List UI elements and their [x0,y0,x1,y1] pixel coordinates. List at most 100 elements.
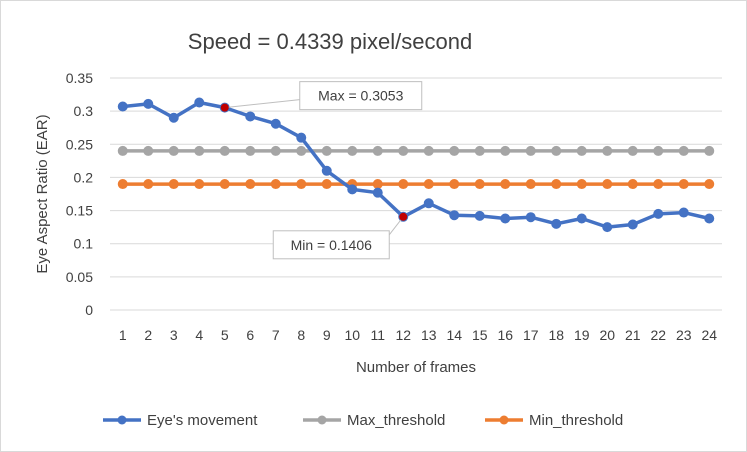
y-tick-label: 0.35 [66,70,93,86]
data-point [678,207,689,218]
annotation-box [272,230,390,260]
data-point [168,112,179,123]
annotation-leader [224,99,300,109]
data-point [576,213,587,224]
data-point [576,179,587,190]
data-point [143,98,154,109]
y-tick-label: 0 [85,302,93,318]
data-point [627,145,638,156]
x-tick-label: 15 [472,327,488,343]
data-point [143,179,154,190]
data-point [653,179,664,190]
data-point [143,145,154,156]
data-point [219,145,230,156]
data-point [704,179,715,190]
data-point [245,111,256,122]
data-point [500,179,511,190]
data-point [296,145,307,156]
y-axis-ticks: 0 0.05 0.1 0.15 0.2 0.25 0.3 0.35 [66,70,93,318]
data-point [525,145,536,156]
data-point [194,145,205,156]
data-point [704,145,715,156]
y-axis-label: Eye Aspect Ratio (EAR) [34,114,51,273]
data-point [117,145,128,156]
data-point [500,145,511,156]
data-point [245,145,256,156]
data-point [627,219,638,230]
data-point [372,187,383,198]
x-tick-label: 14 [446,327,462,343]
x-tick-label: 22 [650,327,666,343]
x-tick-label: 11 [370,327,385,343]
x-tick-label: 5 [221,327,229,343]
data-point [321,145,332,156]
x-tick-label: 16 [497,327,513,343]
annotation-label: Max = 0.3053 [318,88,403,104]
data-point [627,179,638,190]
annotation-marker [399,212,408,221]
data-point [602,179,613,190]
x-tick-label: 17 [523,327,539,343]
data-point [602,145,613,156]
gridlines [110,77,722,311]
data-point [347,184,358,195]
data-point [602,222,613,233]
data-point [372,145,383,156]
x-tick-label: 1 [119,327,127,343]
data-point [525,179,536,190]
x-tick-label: 12 [395,327,411,343]
data-point [117,101,128,112]
x-tick-label: 3 [170,327,178,343]
data-point [296,132,307,143]
annotations-layer: Max = 0.3053 Min = 0.1406 [220,81,423,260]
data-point [398,179,409,190]
x-tick-label: 4 [195,327,203,343]
data-point [296,179,307,190]
data-point [321,179,332,190]
data-point [449,210,460,221]
data-point [474,145,485,156]
x-tick-label: 18 [548,327,564,343]
data-point [653,208,664,219]
data-point [270,145,281,156]
data-point [347,145,358,156]
legend-label: Eye's movement [147,412,258,429]
data-point [551,218,562,229]
legend-marker [117,415,127,425]
series-layer [117,97,715,233]
y-tick-label: 0.1 [74,236,94,252]
data-point [704,213,715,224]
data-point [321,165,332,176]
x-tick-label: 6 [246,327,254,343]
y-tick-label: 0.2 [74,169,94,185]
data-point [576,145,587,156]
legend-label: Max_threshold [347,412,445,429]
x-tick-label: 23 [676,327,692,343]
y-tick-label: 0.05 [66,269,93,285]
data-point [423,145,434,156]
data-point [423,179,434,190]
data-point [194,179,205,190]
x-axis-label: Number of frames [356,359,476,376]
data-point [653,145,664,156]
data-point [551,145,562,156]
x-axis-ticks: 1 2 3 4 5 6 7 8 9 10 11 12 13 14 15 16 17 18 19 20 21 22 23 24 [119,327,717,343]
data-point [270,179,281,190]
data-point [398,145,409,156]
annotation-box [299,81,423,111]
annotation-marker [220,103,229,112]
data-point [474,179,485,190]
x-tick-label: 7 [272,327,280,343]
y-tick-label: 0.25 [66,136,93,152]
data-point [449,145,460,156]
data-point [678,179,689,190]
legend: Eye's movement Max_threshold Min_threshold [103,412,623,429]
legend-label: Min_threshold [529,412,623,429]
chart-title: Speed = 0.4339 pixel/second [188,29,472,54]
data-point [270,118,281,129]
data-point [372,179,383,190]
data-point [194,97,205,108]
y-tick-label: 0.3 [74,103,94,119]
